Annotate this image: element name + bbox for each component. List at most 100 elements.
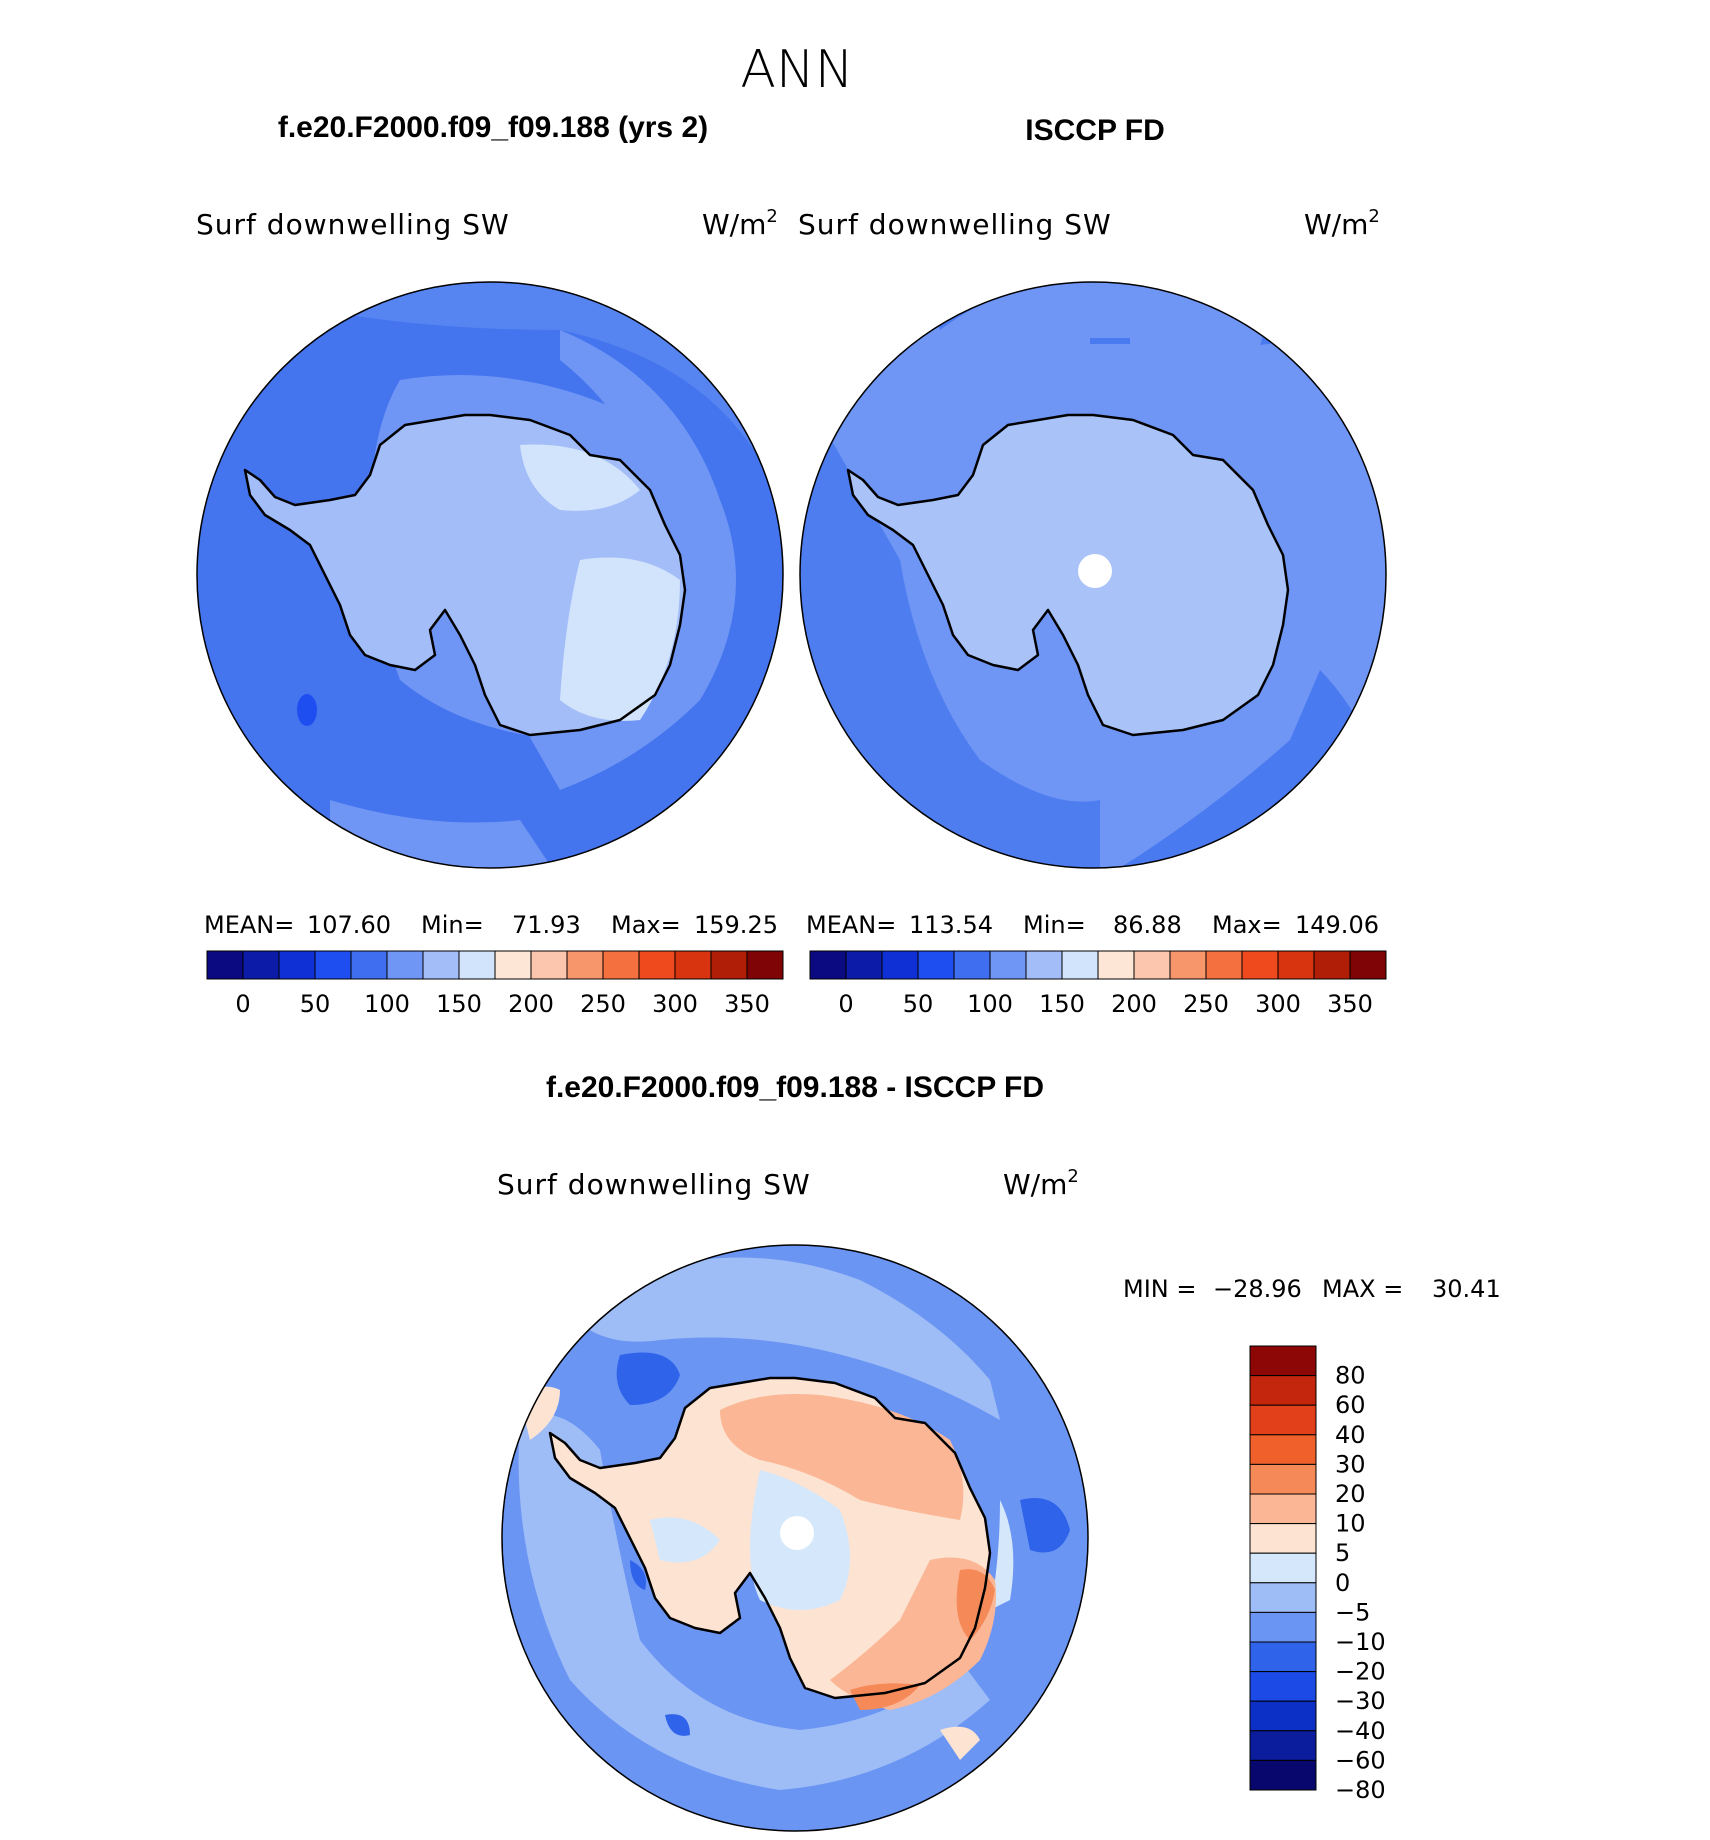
- panel-diff-max: 30.41: [1432, 1275, 1501, 1303]
- colorbar-tick-label: 100: [364, 990, 410, 1018]
- colorbar-swatch: [1249, 1552, 1317, 1584]
- colorbar-tick-label: 0: [235, 990, 250, 1018]
- colorbar-tick-label: 150: [436, 990, 482, 1018]
- panel-model: f.e20.F2000.f09_f09.188 (yrs 2) Surf dow…: [196, 111, 784, 1018]
- colorbar-swatch: [1249, 1611, 1317, 1643]
- colorbar-tick-label: −80: [1335, 1776, 1386, 1804]
- panel-obs-max-label: Max=: [1212, 911, 1282, 939]
- panel-diff-min: −28.96: [1213, 1275, 1302, 1303]
- colorbar-tick-label: 0: [1335, 1569, 1350, 1597]
- colorbar-tick-label: 200: [1111, 990, 1157, 1018]
- colorbar-swatch: [1241, 950, 1279, 980]
- panel-model-units-base: W/m: [702, 208, 766, 241]
- panel-model-mean-label: MEAN=: [204, 911, 294, 939]
- colorbar-tick-label: 250: [1183, 990, 1229, 1018]
- colorbar-swatch: [1249, 1345, 1317, 1377]
- colorbar-swatch: [1249, 1493, 1317, 1525]
- colorbar-swatch: [1249, 1700, 1317, 1732]
- colorbar-tick-label: 250: [580, 990, 626, 1018]
- colorbar-swatch: [1249, 1523, 1317, 1554]
- panel-model-units: W/m2: [702, 206, 778, 241]
- panel-obs-variable: Surf downwelling SW: [798, 208, 1112, 241]
- colorbar-swatch: [206, 950, 244, 980]
- colorbar-swatch: [1249, 1375, 1317, 1406]
- colorbar-swatch: [989, 950, 1027, 980]
- panel-diff-units: W/m2: [1003, 1166, 1079, 1201]
- colorbar-swatch: [242, 950, 280, 980]
- panel-obs-min-label: Min=: [1023, 911, 1086, 939]
- colorbar-tick-label: −60: [1335, 1746, 1386, 1774]
- colorbar-tick-label: 150: [1039, 990, 1085, 1018]
- panel-model-stats: MEAN= 107.60 Min= 71.93 Max= 159.25: [204, 911, 778, 939]
- colorbar-model: [206, 950, 784, 980]
- colorbar-tick-label: 350: [724, 990, 770, 1018]
- colorbar-swatch: [746, 950, 784, 980]
- colorbar-swatch: [1169, 950, 1207, 980]
- colorbar-swatch: [710, 950, 748, 980]
- colorbar-swatch: [350, 950, 388, 980]
- colorbar-tick-label: 80: [1335, 1362, 1366, 1390]
- colorbar-swatch: [917, 950, 955, 980]
- page-title: ANN: [740, 40, 853, 100]
- colorbar-swatch: [1313, 950, 1351, 980]
- colorbar-swatch: [1025, 950, 1063, 980]
- panel-obs-min: 86.88: [1113, 911, 1182, 939]
- panel-obs-units: W/m2: [1304, 206, 1380, 241]
- colorbar-tick-label: 5: [1335, 1539, 1350, 1567]
- panel-obs-max: 149.06: [1295, 911, 1379, 939]
- colorbar-swatch: [881, 950, 919, 980]
- colorbar-swatch: [1061, 950, 1099, 980]
- colorbar-tick-label: −40: [1335, 1717, 1386, 1745]
- colorbar-tick-label: 30: [1335, 1450, 1366, 1478]
- panel-diff-variable: Surf downwelling SW: [497, 1168, 811, 1201]
- colorbar-swatch: [638, 950, 676, 980]
- colorbar-swatch: [386, 950, 424, 980]
- panel-model-units-exp: 2: [766, 206, 777, 227]
- colorbar-swatch: [809, 950, 847, 980]
- panel-diff-min-label: MIN =: [1123, 1275, 1196, 1303]
- colorbar-swatch: [953, 950, 991, 980]
- colorbar-tick-label: 10: [1335, 1510, 1366, 1538]
- colorbar-swatch: [1349, 950, 1387, 980]
- colorbar-swatch: [422, 950, 460, 980]
- panel-model-min: 71.93: [512, 911, 581, 939]
- colorbar-swatch: [1249, 1759, 1317, 1791]
- colorbar-tick-label: 50: [903, 990, 934, 1018]
- colorbar-swatch: [845, 950, 883, 980]
- panel-obs-stats: MEAN= 113.54 Min= 86.88 Max= 149.06: [806, 911, 1379, 939]
- colorbar-tick-label: −5: [1335, 1598, 1370, 1626]
- panel-model-variable: Surf downwelling SW: [196, 208, 510, 241]
- colorbar-diff: [1249, 1345, 1317, 1791]
- panel-diff-units-exp: 2: [1067, 1166, 1078, 1187]
- colorbar-swatch: [1249, 1671, 1317, 1702]
- colorbar-swatch: [278, 950, 316, 980]
- panel-diff-max-label: MAX =: [1322, 1275, 1403, 1303]
- panel-model-max: 159.25: [694, 911, 778, 939]
- panel-obs-mean-label: MEAN=: [806, 911, 896, 939]
- colorbar-tick-label: 0: [838, 990, 853, 1018]
- colorbar-swatch: [602, 950, 640, 980]
- colorbar-swatch: [1249, 1404, 1317, 1436]
- panel-diff-title: f.e20.F2000.f09_f09.188 - ISCCP FD: [546, 1071, 1044, 1104]
- colorbar-tick-label: 300: [1255, 990, 1301, 1018]
- colorbar-swatch: [1097, 950, 1135, 980]
- panel-model-mean: 107.60: [307, 911, 391, 939]
- colorbar-obs-ticks: 0 50 100 150 200 250 300 350: [838, 990, 1373, 1018]
- colorbar-swatch: [1249, 1463, 1317, 1495]
- panel-model-title: f.e20.F2000.f09_f09.188 (yrs 2): [278, 111, 708, 144]
- panel-diff-units-base: W/m: [1003, 1168, 1067, 1201]
- panel-obs-title: ISCCP FD: [1025, 114, 1164, 147]
- colorbar-obs: [809, 950, 1387, 980]
- polar-map-diff: [502, 1245, 1088, 1831]
- panel-model-min-label: Min=: [421, 911, 484, 939]
- panel-diff-minmax: MIN = −28.96 MAX = 30.41: [1123, 1275, 1501, 1303]
- colorbar-tick-label: −30: [1335, 1687, 1386, 1715]
- colorbar-swatch: [530, 950, 568, 980]
- colorbar-tick-label: 200: [508, 990, 554, 1018]
- colorbar-swatch: [314, 950, 352, 980]
- colorbar-swatch: [458, 950, 496, 980]
- panel-obs-mean: 113.54: [909, 911, 993, 939]
- colorbar-swatch: [566, 950, 604, 980]
- colorbar-swatch: [1249, 1582, 1317, 1613]
